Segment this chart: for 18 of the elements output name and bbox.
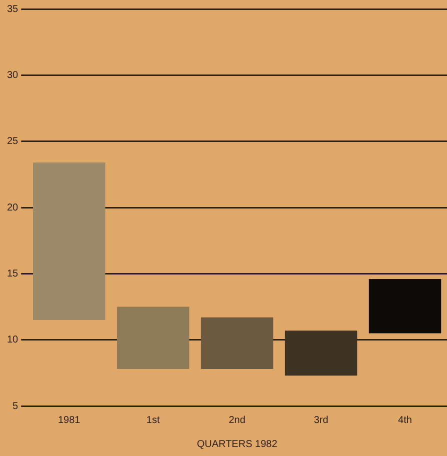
bar (284, 330, 358, 376)
y-tick-label: 25 (7, 136, 19, 148)
y-tick-label: 15 (7, 268, 19, 280)
bar (200, 317, 274, 369)
bar (368, 278, 442, 334)
bar (33, 162, 106, 320)
bar (116, 306, 190, 369)
x-tick-label: 1st (146, 414, 160, 426)
y-tick-label: 5 (12, 400, 19, 412)
x-tick-label: 3rd (314, 414, 328, 426)
x-tick-label: 1981 (58, 414, 81, 426)
y-tick-label: 30 (7, 70, 19, 81)
y-tick-label: 10 (7, 334, 19, 346)
x-tick-label: 4th (398, 414, 412, 426)
x-axis-title: QUARTERS 1982 (196, 438, 278, 450)
y-tick-label: 35 (7, 4, 19, 15)
x-tick-label: 2nd (228, 414, 246, 426)
y-tick-label: 20 (7, 202, 19, 214)
